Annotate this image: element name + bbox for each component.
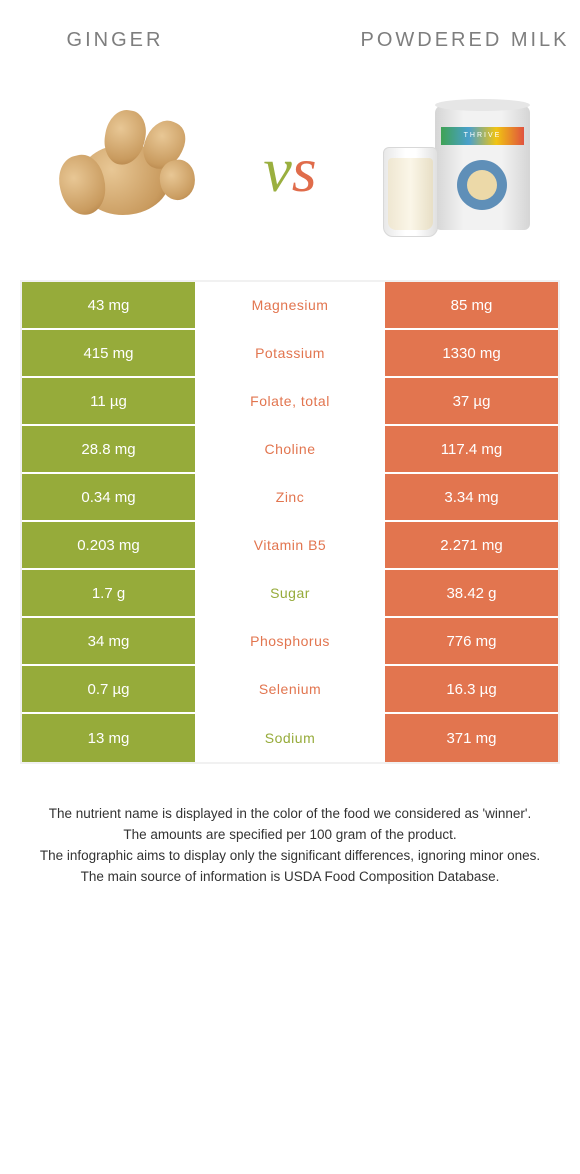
nutrient-label: Zinc bbox=[195, 474, 385, 520]
left-value: 0.34 mg bbox=[22, 474, 195, 520]
right-value: 776 mg bbox=[385, 618, 558, 664]
note-line: The amounts are specified per 100 gram o… bbox=[30, 825, 550, 846]
milk-glass bbox=[383, 147, 438, 237]
nutrient-label: Potassium bbox=[195, 330, 385, 376]
left-value: 0.203 mg bbox=[22, 522, 195, 568]
table-row: 43 mgMagnesium85 mg bbox=[22, 282, 558, 330]
images-row: vs THRIVE bbox=[0, 80, 580, 280]
vs-label: vs bbox=[230, 133, 350, 207]
milk-can-graphic bbox=[457, 160, 507, 210]
right-value: 371 mg bbox=[385, 714, 558, 762]
table-row: 0.7 µgSelenium16.3 µg bbox=[22, 666, 558, 714]
ginger-illustration bbox=[50, 105, 200, 235]
table-row: 11 µgFolate, total37 µg bbox=[22, 378, 558, 426]
right-value: 1330 mg bbox=[385, 330, 558, 376]
nutrient-label: Choline bbox=[195, 426, 385, 472]
vs-v: v bbox=[263, 134, 291, 205]
note-line: The nutrient name is displayed in the co… bbox=[30, 804, 550, 825]
nutrient-label: Folate, total bbox=[195, 378, 385, 424]
table-row: 28.8 mgCholine117.4 mg bbox=[22, 426, 558, 474]
note-line: The infographic aims to display only the… bbox=[30, 846, 550, 867]
left-title: Ginger bbox=[0, 27, 230, 53]
left-image bbox=[20, 90, 230, 250]
footer-notes: The nutrient name is displayed in the co… bbox=[30, 804, 550, 888]
left-value: 1.7 g bbox=[22, 570, 195, 616]
table-row: 0.34 mgZinc3.34 mg bbox=[22, 474, 558, 522]
table-row: 34 mgPhosphorus776 mg bbox=[22, 618, 558, 666]
right-value: 117.4 mg bbox=[385, 426, 558, 472]
comparison-table: 43 mgMagnesium85 mg415 mgPotassium1330 m… bbox=[20, 280, 560, 764]
table-row: 0.203 mgVitamin B52.271 mg bbox=[22, 522, 558, 570]
left-value: 13 mg bbox=[22, 714, 195, 762]
right-image: THRIVE bbox=[350, 90, 560, 250]
powdered-milk-illustration: THRIVE bbox=[375, 95, 535, 245]
right-value: 16.3 µg bbox=[385, 666, 558, 712]
header: Ginger Powdered milk bbox=[0, 0, 580, 80]
left-value: 28.8 mg bbox=[22, 426, 195, 472]
right-value: 37 µg bbox=[385, 378, 558, 424]
left-value: 43 mg bbox=[22, 282, 195, 328]
right-value: 3.34 mg bbox=[385, 474, 558, 520]
milk-can: THRIVE bbox=[435, 105, 530, 230]
nutrient-label: Sodium bbox=[195, 714, 385, 762]
nutrient-label: Phosphorus bbox=[195, 618, 385, 664]
left-value: 0.7 µg bbox=[22, 666, 195, 712]
nutrient-label: Selenium bbox=[195, 666, 385, 712]
right-title: Powdered milk bbox=[350, 27, 580, 53]
milk-can-label: THRIVE bbox=[441, 127, 524, 145]
nutrient-label: Magnesium bbox=[195, 282, 385, 328]
vs-s: s bbox=[292, 134, 317, 205]
left-value: 415 mg bbox=[22, 330, 195, 376]
nutrient-label: Sugar bbox=[195, 570, 385, 616]
nutrient-label: Vitamin B5 bbox=[195, 522, 385, 568]
left-value: 34 mg bbox=[22, 618, 195, 664]
table-row: 415 mgPotassium1330 mg bbox=[22, 330, 558, 378]
right-value: 38.42 g bbox=[385, 570, 558, 616]
right-value: 2.271 mg bbox=[385, 522, 558, 568]
table-row: 13 mgSodium371 mg bbox=[22, 714, 558, 762]
table-row: 1.7 gSugar38.42 g bbox=[22, 570, 558, 618]
note-line: The main source of information is USDA F… bbox=[30, 867, 550, 888]
right-value: 85 mg bbox=[385, 282, 558, 328]
left-value: 11 µg bbox=[22, 378, 195, 424]
